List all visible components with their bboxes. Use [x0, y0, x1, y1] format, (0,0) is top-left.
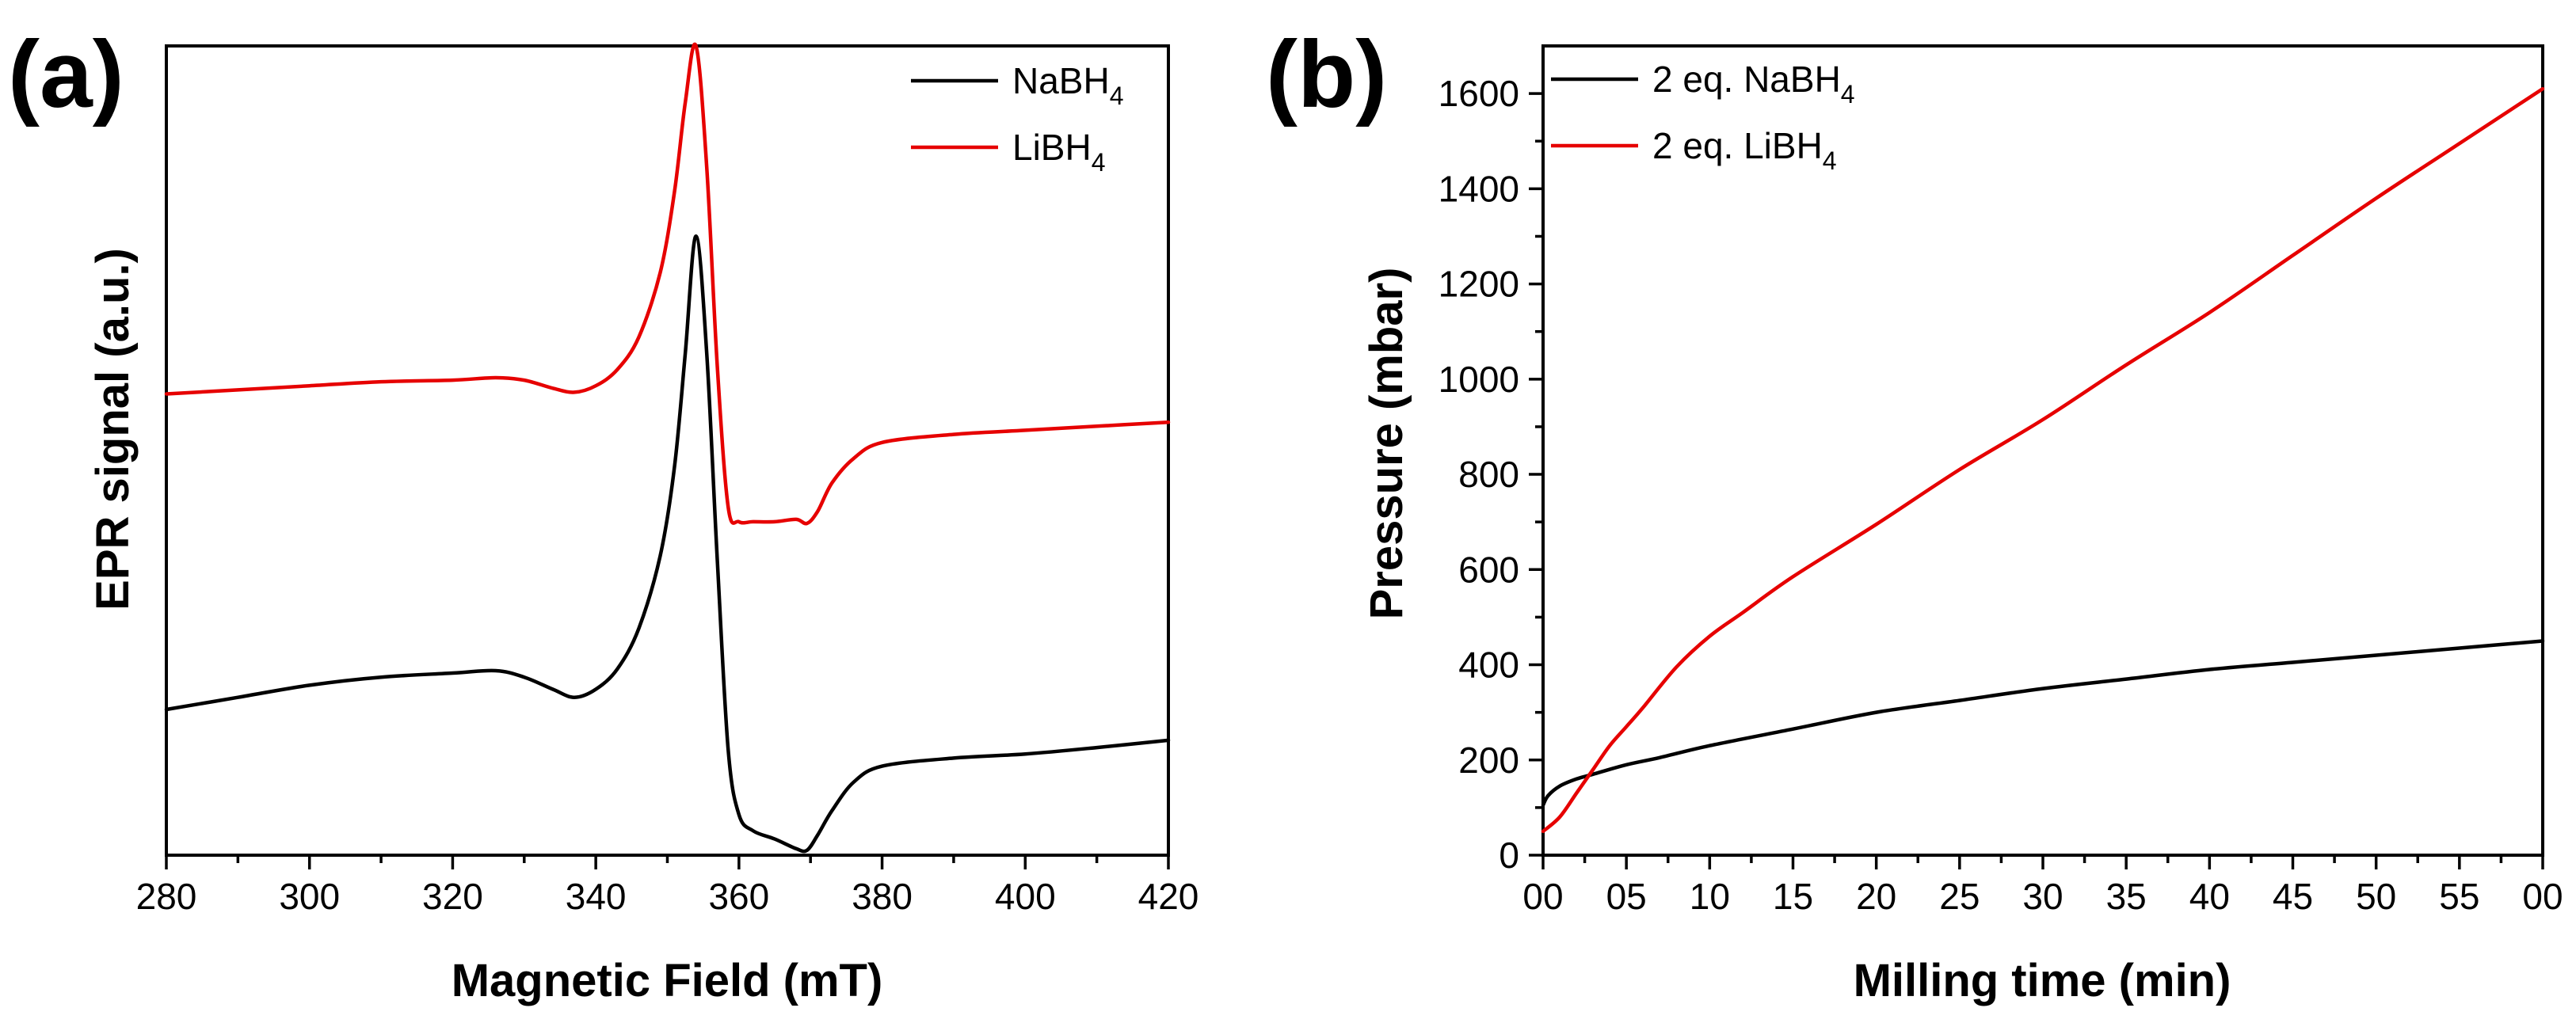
- series-line-1: [1541, 86, 2545, 834]
- plot-frame: [1541, 44, 2544, 857]
- legend-entry-1: 2 eq. LiBH4: [1652, 125, 1837, 175]
- x-tick-label: 300: [279, 876, 340, 917]
- y-tick-label: 200: [1458, 740, 1519, 781]
- x-tick-label: 420: [1138, 876, 1199, 917]
- x-tick-label: 320: [422, 876, 483, 917]
- x-tick-label: 05: [1606, 876, 1647, 917]
- y-tick-label: 400: [1458, 645, 1519, 686]
- y-tick-label: 1200: [1439, 264, 1519, 305]
- series-line-0: [164, 234, 1171, 854]
- legend-entry-1: LiBH4: [1012, 127, 1106, 177]
- y-tick-label: 1400: [1439, 168, 1519, 209]
- series-line-1: [164, 42, 1171, 526]
- panel-b: (b) 00 05 10 15 20 25 30 35 40 45 50 55 000200400600…: [1266, 21, 2563, 1006]
- x-tick-label: 25: [1939, 876, 1980, 917]
- panel-b-label: (b): [1266, 21, 1387, 127]
- x-tick-label: 30: [2022, 876, 2063, 917]
- plot-b: 00 05 10 15 20 25 30 35 40 45 50 55 0002004006008001…: [1439, 44, 2563, 917]
- x-tick-label: 35: [2106, 876, 2147, 917]
- x-tick-label: 20: [1856, 876, 1896, 917]
- x-tick-label: 360: [708, 876, 769, 917]
- y-axis-title-a: EPR signal (a.u.): [87, 248, 139, 610]
- legend-entry-0: 2 eq. NaBH4: [1652, 59, 1855, 108]
- x-tick-label: 340: [566, 876, 627, 917]
- x-tick-label: 380: [852, 876, 913, 917]
- x-tick-label: 00: [2522, 876, 2563, 917]
- y-tick-label: 1600: [1439, 73, 1519, 114]
- panel-a: (a) 280 300 320 340 360 380 400 420 Magnetic Fi…: [8, 21, 1198, 1006]
- y-tick-label: 800: [1458, 454, 1519, 495]
- x-tick-label: 400: [995, 876, 1056, 917]
- x-tick-label: 280: [136, 876, 197, 917]
- x-tick-label: 10: [1690, 876, 1730, 917]
- legend-a: NaBH4 LiBH4: [911, 60, 1124, 177]
- legend-entry-0: NaBH4: [1012, 60, 1124, 110]
- y-tick-label: 1000: [1439, 359, 1519, 400]
- x-tick-label: 45: [2273, 876, 2313, 917]
- panel-a-label: (a): [8, 21, 124, 127]
- x-tick-label: 00: [1522, 876, 1563, 917]
- plot-a: 280 300 320 340 360 380 400 420: [136, 42, 1199, 917]
- y-tick-label: 600: [1458, 549, 1519, 590]
- x-tick-label: 15: [1773, 876, 1813, 917]
- x-axis-title-a: Magnetic Field (mT): [452, 955, 883, 1006]
- x-tick-label: 50: [2356, 876, 2396, 917]
- y-axis-title-b: Pressure (mbar): [1361, 268, 1412, 620]
- series-line-0: [1541, 639, 2545, 808]
- legend-b: 2 eq. NaBH4 2 eq. LiBH4: [1551, 59, 1855, 175]
- y-tick-label: 0: [1499, 835, 1519, 876]
- x-tick-label: 55: [2439, 876, 2479, 917]
- x-axis-title-b: Milling time (min): [1854, 955, 2231, 1006]
- x-tick-label: 40: [2189, 876, 2230, 917]
